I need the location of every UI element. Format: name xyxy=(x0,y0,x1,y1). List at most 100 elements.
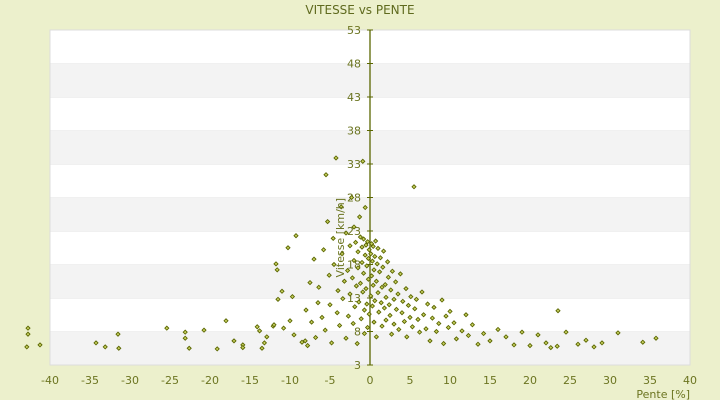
data-point xyxy=(303,307,309,313)
data-point xyxy=(343,230,349,236)
data-point xyxy=(326,272,332,278)
data-point xyxy=(439,297,445,303)
data-point xyxy=(395,291,401,297)
data-point xyxy=(379,284,385,290)
data-point xyxy=(359,244,365,250)
data-point xyxy=(591,344,597,350)
data-point xyxy=(331,261,337,268)
data-point xyxy=(353,283,360,289)
data-point xyxy=(380,264,386,270)
y-tick-label: 43 xyxy=(347,91,361,104)
data-point xyxy=(383,294,389,300)
data-point xyxy=(429,315,436,321)
data-point xyxy=(527,342,533,349)
data-point xyxy=(360,158,366,164)
data-point xyxy=(362,204,368,211)
data-point xyxy=(373,278,380,284)
data-point xyxy=(392,279,399,285)
data-point xyxy=(340,296,346,302)
chart-title: VITESSE vs PENTE xyxy=(305,3,415,17)
data-point xyxy=(355,249,361,255)
data-point xyxy=(25,325,31,331)
data-point xyxy=(347,243,353,249)
data-point xyxy=(279,288,285,294)
x-tick-label: 40 xyxy=(683,374,697,387)
data-point xyxy=(201,327,207,333)
data-point xyxy=(275,296,281,302)
data-point xyxy=(401,318,408,325)
data-point xyxy=(25,331,31,337)
data-point xyxy=(475,341,481,347)
data-point xyxy=(359,259,365,266)
data-point xyxy=(420,312,427,318)
data-point xyxy=(356,299,362,305)
data-point xyxy=(348,194,355,201)
data-point xyxy=(599,340,605,346)
data-point xyxy=(388,331,395,337)
data-point xyxy=(339,251,345,257)
x-tick-label: 35 xyxy=(643,374,657,387)
data-point xyxy=(349,275,356,281)
data-point xyxy=(380,248,387,254)
x-tick-label: 0 xyxy=(367,374,374,387)
x-tick-label: -20 xyxy=(201,374,219,387)
data-point xyxy=(440,340,447,347)
data-point xyxy=(352,304,358,310)
data-point xyxy=(465,332,472,339)
data-point xyxy=(363,285,369,292)
data-point xyxy=(411,184,417,190)
data-point xyxy=(386,302,392,308)
data-point xyxy=(415,316,421,323)
x-axis-label: Pente [%] xyxy=(636,388,690,400)
data-point xyxy=(413,296,420,302)
x-tick-label: -35 xyxy=(81,374,99,387)
data-point xyxy=(323,172,329,178)
data-point xyxy=(436,320,442,327)
data-point xyxy=(354,340,360,347)
data-point xyxy=(503,334,509,340)
data-point xyxy=(364,239,371,245)
data-point xyxy=(291,332,297,338)
data-point xyxy=(373,334,380,340)
data-point xyxy=(447,308,453,315)
data-point xyxy=(389,268,396,274)
data-point xyxy=(343,335,349,341)
data-point xyxy=(459,328,465,334)
data-point xyxy=(334,310,340,316)
x-tick-label: 25 xyxy=(563,374,577,387)
data-point xyxy=(358,316,364,322)
data-point xyxy=(383,317,389,323)
data-point xyxy=(615,330,621,336)
x-tick-label: -40 xyxy=(41,374,59,387)
data-point xyxy=(223,318,229,324)
data-point xyxy=(271,322,277,328)
data-point xyxy=(378,300,384,306)
data-point xyxy=(311,256,317,262)
data-point xyxy=(264,334,270,340)
data-point xyxy=(280,325,287,331)
y-tick-label: 48 xyxy=(347,58,361,71)
data-point xyxy=(376,309,382,315)
data-point xyxy=(333,155,339,161)
data-point xyxy=(371,267,377,273)
data-point xyxy=(554,343,560,349)
data-point xyxy=(366,311,372,317)
data-point xyxy=(433,328,440,335)
data-point xyxy=(451,320,457,326)
data-point xyxy=(316,284,322,290)
y-tick-label: 23 xyxy=(347,225,361,238)
data-point xyxy=(391,296,397,302)
y-axis-label: Vitesse [km/h] xyxy=(334,198,347,278)
data-point xyxy=(355,265,361,271)
x-tick-label: 10 xyxy=(443,374,457,387)
data-point xyxy=(469,322,476,328)
data-point xyxy=(372,298,378,304)
data-point xyxy=(324,218,331,225)
data-point xyxy=(555,308,561,314)
data-point xyxy=(254,324,260,330)
y-tick-label: 28 xyxy=(347,192,361,205)
data-point xyxy=(379,323,385,329)
data-point xyxy=(186,345,192,351)
data-point xyxy=(357,234,364,240)
x-tick-label: 15 xyxy=(483,374,497,387)
